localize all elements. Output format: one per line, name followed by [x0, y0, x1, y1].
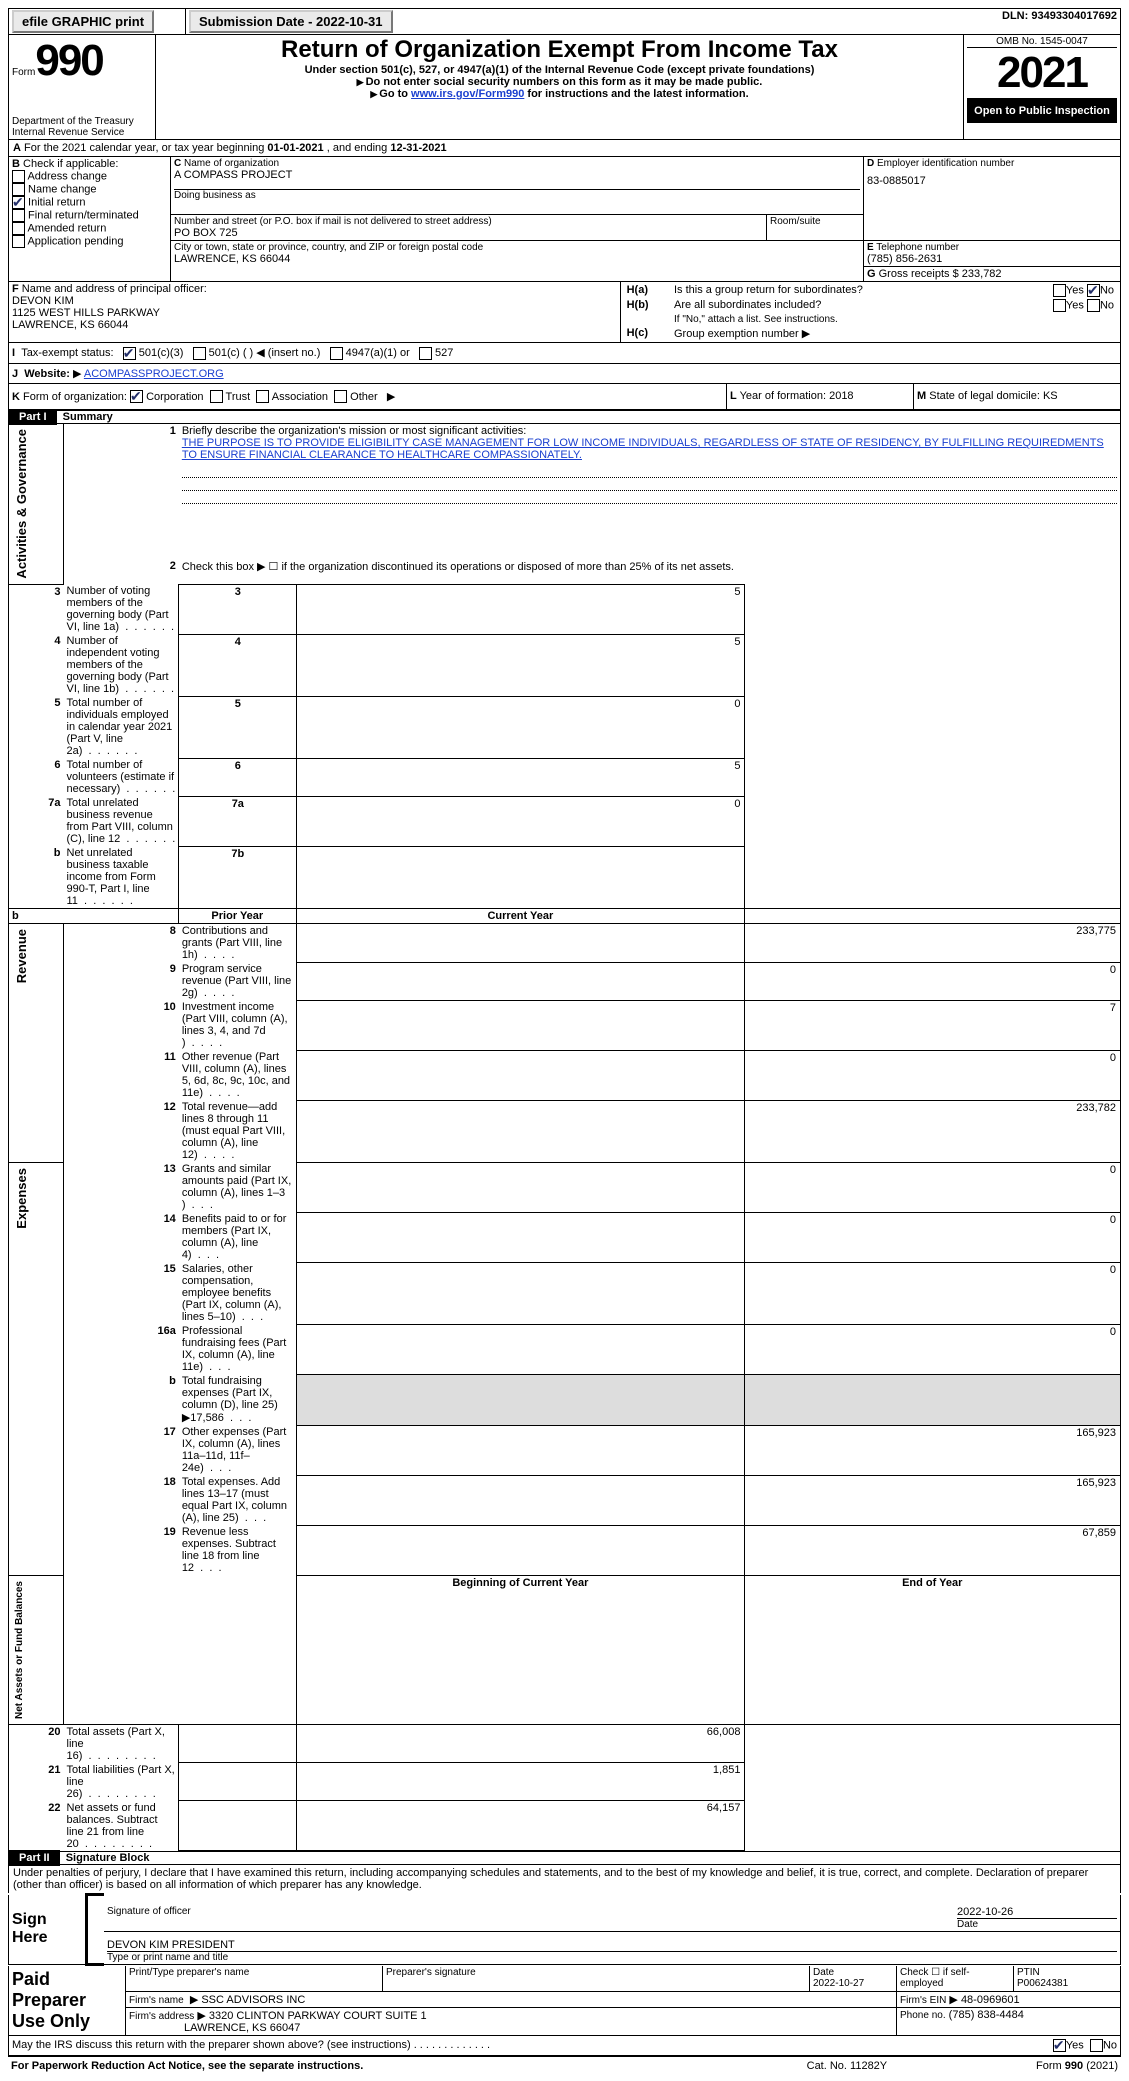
orgk-3-checkbox[interactable]	[334, 390, 347, 403]
phone-value: (785) 856-2631	[867, 253, 1117, 265]
line-11-current: 0	[745, 1050, 1121, 1100]
officer-group-block: F Name and address of principal officer:…	[8, 282, 1121, 343]
year-formation: 2018	[829, 390, 853, 402]
line-8-current: 233,775	[745, 924, 1121, 963]
side-expenses: Expenses	[12, 1164, 31, 1233]
checkb-2-checkbox[interactable]	[12, 196, 25, 209]
line-9-current: 0	[745, 962, 1121, 1000]
line-4-value: 5	[297, 634, 745, 696]
line-12-current: 233,782	[745, 1100, 1121, 1162]
side-netassets: Net Assets or Fund Balances	[12, 1577, 27, 1723]
top-bar: efile GRAPHIC print Submission Date - 20…	[8, 8, 1121, 35]
goto-pre: Go to	[379, 88, 411, 100]
sig-date: 2022-10-26	[957, 1906, 1117, 1918]
firm-ein: 48-0969601	[961, 1994, 1020, 2006]
submission-date-button[interactable]: Submission Date - 2022-10-31	[189, 10, 393, 33]
firm-phone: (785) 838-4484	[949, 2009, 1024, 2021]
line-14-current: 0	[745, 1212, 1121, 1262]
form-word: Form	[12, 67, 35, 78]
officer-name: DEVON KIM	[12, 295, 617, 307]
line-3-value: 5	[297, 584, 745, 634]
line-7b-value	[297, 846, 745, 909]
irs-label: Internal Revenue Service	[12, 127, 152, 138]
street-address: PO BOX 725	[174, 227, 763, 239]
line-22-end: 64,157	[297, 1801, 745, 1851]
form-number: 990	[35, 36, 102, 85]
note-ssn: Do not enter social security numbers on …	[159, 76, 960, 88]
line-7a-value: 0	[297, 796, 745, 846]
hb-yes-checkbox[interactable]	[1053, 299, 1066, 312]
orgk-0-checkbox[interactable]	[130, 390, 143, 403]
line-5-value: 0	[297, 696, 745, 758]
goto-post: for instructions and the latest informat…	[524, 88, 748, 100]
part2-header: Part II Signature Block	[8, 1851, 1121, 1865]
city-state-zip: LAWRENCE, KS 66044	[174, 253, 860, 265]
website-row: J Website: ▶ ACOMPASSPROJECT.ORG	[8, 364, 1121, 384]
prep-date: 2022-10-27	[813, 1978, 864, 1989]
omb-label: OMB No. 1545-0047	[967, 36, 1117, 48]
line-17-current: 165,923	[745, 1425, 1121, 1475]
line-20-end: 66,008	[297, 1724, 745, 1763]
form-title: Return of Organization Exempt From Incom…	[159, 36, 960, 64]
line-16a-current: 0	[745, 1324, 1121, 1374]
entity-block: B Check if applicable: Address change Na…	[8, 157, 1121, 282]
line-21-end: 1,851	[297, 1763, 745, 1801]
officer-addr1: 1125 WEST HILLS PARKWAY	[12, 307, 617, 319]
irs-link[interactable]: www.irs.gov/Form990	[411, 88, 524, 100]
gross-receipts: 233,782	[962, 268, 1002, 280]
open-inspection: Open to Public Inspection	[967, 99, 1117, 123]
mission-text[interactable]: THE PURPOSE IS TO PROVIDE ELIGIBILITY CA…	[182, 437, 1104, 461]
part1-header: Part I Summary	[8, 411, 1121, 424]
tax-status-row: I Tax-exempt status: 501(c)(3) 501(c) ( …	[8, 343, 1121, 364]
form-header: Form990 Department of the Treasury Inter…	[8, 35, 1121, 140]
taxi-3-checkbox[interactable]	[419, 347, 432, 360]
dept-treasury: Department of the Treasury	[12, 116, 152, 127]
line-15-current: 0	[745, 1262, 1121, 1324]
dba-value	[174, 201, 860, 213]
form-subtitle: Under section 501(c), 527, or 4947(a)(1)…	[159, 64, 960, 76]
checkb-4-checkbox[interactable]	[12, 222, 25, 235]
part1-body: Activities & Governance 1 Briefly descri…	[8, 424, 1121, 1851]
website-link[interactable]: ACOMPASSPROJECT.ORG	[84, 368, 224, 380]
checkb-0-checkbox[interactable]	[12, 170, 25, 183]
taxi-0-checkbox[interactable]	[123, 347, 136, 360]
tax-year: 2021	[967, 48, 1117, 99]
discuss-row: May the IRS discuss this return with the…	[8, 2036, 1121, 2057]
line-6-value: 5	[297, 758, 745, 796]
page-footer: For Paperwork Reduction Act Notice, see …	[8, 2059, 1121, 2073]
taxi-2-checkbox[interactable]	[330, 347, 343, 360]
line-19-current: 67,859	[745, 1525, 1121, 1575]
org-name: A COMPASS PROJECT	[174, 169, 860, 181]
ptin-value: P00624381	[1017, 1978, 1068, 1989]
line-13-current: 0	[745, 1162, 1121, 1212]
firm-name: SSC ADVISORS INC	[201, 1994, 305, 2006]
firm-addr2: LAWRENCE, KS 66047	[184, 2022, 300, 2034]
line-18-current: 165,923	[745, 1475, 1121, 1525]
paid-preparer-block: Paid Preparer Use Only Print/Type prepar…	[8, 1966, 1121, 2036]
checkb-3-checkbox[interactable]	[12, 209, 25, 222]
side-activities: Activities & Governance	[12, 425, 31, 583]
hb-no-checkbox[interactable]	[1087, 299, 1100, 312]
ha-no-checkbox[interactable]	[1087, 284, 1100, 297]
perjury-declaration: Under penalties of perjury, I declare th…	[8, 1865, 1121, 1893]
discuss-yes-checkbox[interactable]	[1053, 2039, 1066, 2052]
officer-addr2: LAWRENCE, KS 66044	[12, 319, 617, 331]
orgk-1-checkbox[interactable]	[210, 390, 223, 403]
dln-label: DLN: 93493304017692	[483, 9, 1120, 35]
officer-typed-name: DEVON KIM PRESIDENT	[107, 1939, 1117, 1951]
firm-addr1: 3320 CLINTON PARKWAY COURT SUITE 1	[209, 2010, 427, 2022]
side-revenue: Revenue	[12, 925, 31, 987]
orgk-2-checkbox[interactable]	[256, 390, 269, 403]
discuss-no-checkbox[interactable]	[1090, 2039, 1103, 2052]
state-domicile: KS	[1043, 390, 1058, 402]
efile-print-button[interactable]: efile GRAPHIC print	[12, 10, 154, 33]
klm-row: K Form of organization: Corporation Trus…	[8, 384, 1121, 412]
period-line: A For the 2021 calendar year, or tax yea…	[8, 140, 1121, 157]
checkb-5-checkbox[interactable]	[12, 235, 25, 248]
ha-yes-checkbox[interactable]	[1053, 284, 1066, 297]
sign-here-block: Sign Here Signature of officer2022-10-26…	[8, 1893, 1121, 1966]
taxi-1-checkbox[interactable]	[193, 347, 206, 360]
ein-value: 83-0885017	[867, 175, 1117, 187]
line-10-current: 7	[745, 1000, 1121, 1050]
